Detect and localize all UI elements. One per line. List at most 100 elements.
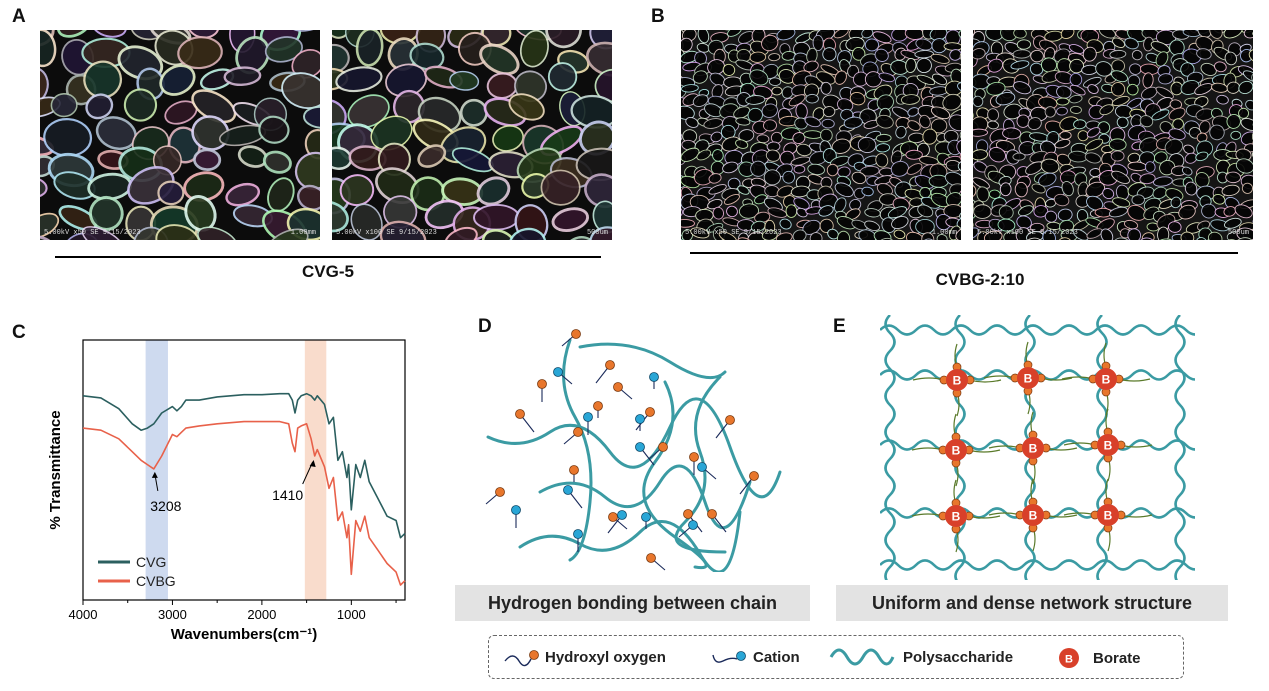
pore [890,160,909,177]
pore [804,116,821,128]
pore [738,129,755,142]
pore [681,218,695,228]
hydroxyl-oxygen [537,379,547,389]
pore [876,182,893,196]
pore [335,66,383,93]
pore [726,205,738,218]
pore [891,106,911,119]
pore [785,204,798,218]
pore [906,231,926,240]
pore [900,49,920,60]
pore [983,230,1003,240]
borate-label: B [1104,509,1113,523]
group-label-cvbg: CVBG-2:10 [935,270,1025,289]
pore [1242,70,1253,83]
pore [85,93,114,120]
hydroxyl-oxygen [658,442,668,452]
borate-label: B [1102,373,1111,387]
pore [1060,30,1075,39]
pore [1195,151,1209,162]
pore [681,84,699,93]
pore [1094,207,1112,218]
hydroxyl-oxygen [608,512,618,522]
arrow-head [151,471,158,478]
pore [973,128,988,137]
pore [907,120,921,132]
pore [1200,62,1217,76]
pore [492,125,524,152]
borate-icon: B [1059,648,1079,668]
pore [551,207,590,232]
pore [956,139,961,157]
pore [995,92,1016,106]
pore [809,232,823,240]
panel-letter-a: A [12,6,26,27]
pore [1044,106,1056,118]
pore [1100,228,1114,240]
borate [1022,437,1044,459]
pore [1194,96,1209,108]
pore [864,220,880,232]
cation [635,442,645,452]
cation [617,510,627,520]
pore [1196,48,1212,60]
pore [1109,49,1127,59]
pore [738,203,759,219]
pore [973,177,990,189]
pore [1234,237,1253,240]
pore [347,94,390,129]
pore [1030,49,1044,63]
cation [583,412,593,422]
borate [946,369,968,391]
pore [957,82,961,93]
pore [821,118,835,129]
pore [875,143,891,153]
pore [727,30,742,37]
pore [959,151,961,165]
pore [303,105,320,129]
cation [641,512,651,522]
borate-label: B [1024,372,1033,386]
hydroxyl-oxygen [613,382,623,392]
pore [1178,204,1196,220]
pore [1170,196,1182,209]
pore [1099,104,1114,116]
pore [905,149,923,160]
pore [955,226,961,240]
pore [878,72,895,83]
pore [1069,105,1082,114]
pore [1155,238,1175,240]
group-bracket-b [690,252,1238,254]
pore [1108,206,1128,218]
pore [692,94,709,107]
pore [999,182,1012,197]
pore [281,72,320,110]
pore [1212,193,1226,205]
legend-item-cation: Cation [711,647,800,667]
pore [930,106,951,120]
pore [547,62,578,92]
pore [812,34,824,51]
pore [872,31,892,44]
pore [193,148,222,171]
pore [1158,73,1174,85]
pore [1251,128,1253,145]
pore [1230,130,1242,140]
pore [745,95,766,105]
x-axis-label: Wavenumbers(cm⁻¹) [171,626,318,643]
pore [852,47,866,61]
cation [553,367,563,377]
hydroxyl-oxygen [495,487,505,497]
pore [1053,193,1070,207]
pore [91,30,127,38]
pore [1144,161,1156,173]
polysaccharide-chain [880,559,1195,571]
pore [761,229,778,240]
pore [818,205,834,217]
pore [291,49,320,79]
pore [942,93,961,111]
pore [1098,30,1116,39]
pore [1184,181,1198,196]
pore [1085,181,1106,198]
pore [159,64,196,96]
